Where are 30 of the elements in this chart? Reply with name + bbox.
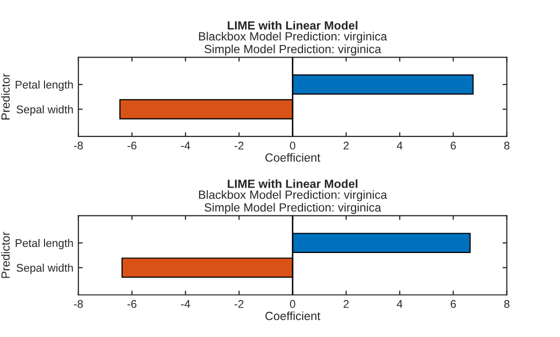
chart-title: LIME with Linear Model — [228, 20, 358, 30]
x-axis-title: Coefficient — [265, 311, 320, 320]
y-axis-title: Predictor — [1, 73, 10, 120]
x-tick-label: -2 — [234, 300, 244, 308]
x-tick-label: 0 — [290, 300, 296, 308]
chart-subtitle: Blackbox Model Prediction: virginica Simple Model Prediction: virginica — [199, 32, 388, 56]
x-tick-label: 8 — [504, 142, 510, 150]
y-tick-label: Petal length — [16, 238, 73, 250]
y-tick-label: Sepal width — [16, 264, 73, 274]
y-tick-label: Sepal width — [16, 105, 73, 116]
x-tick-label: 6 — [450, 300, 456, 308]
x-tick-label: 0 — [290, 142, 296, 150]
x-tick-label: -8 — [74, 142, 83, 150]
x-tick-label: 4 — [396, 300, 402, 308]
x-tick-label: 2 — [344, 142, 349, 150]
x-tick-label: 4 — [396, 142, 402, 150]
x-tick-label: -4 — [181, 142, 190, 150]
x-tick-label: -6 — [128, 300, 136, 308]
chart-title: LIME with Linear Model — [228, 179, 358, 188]
x-tick-label: 2 — [344, 300, 349, 308]
x-axis-title: Coefficient — [265, 153, 320, 162]
x-tick-label: 6 — [450, 142, 456, 150]
x-tick-label: -8 — [74, 300, 83, 308]
x-tick-label: -6 — [128, 142, 136, 150]
x-tick-label: 8 — [504, 300, 510, 308]
x-tick-label: -4 — [181, 300, 190, 308]
y-tick-label: Petal length — [16, 80, 73, 91]
x-tick-label: -2 — [234, 142, 244, 150]
chart-subtitle: Blackbox Model Prediction: virginica Simple Model Prediction: virginica — [199, 190, 388, 214]
y-axis-title: Predictor — [1, 232, 10, 278]
